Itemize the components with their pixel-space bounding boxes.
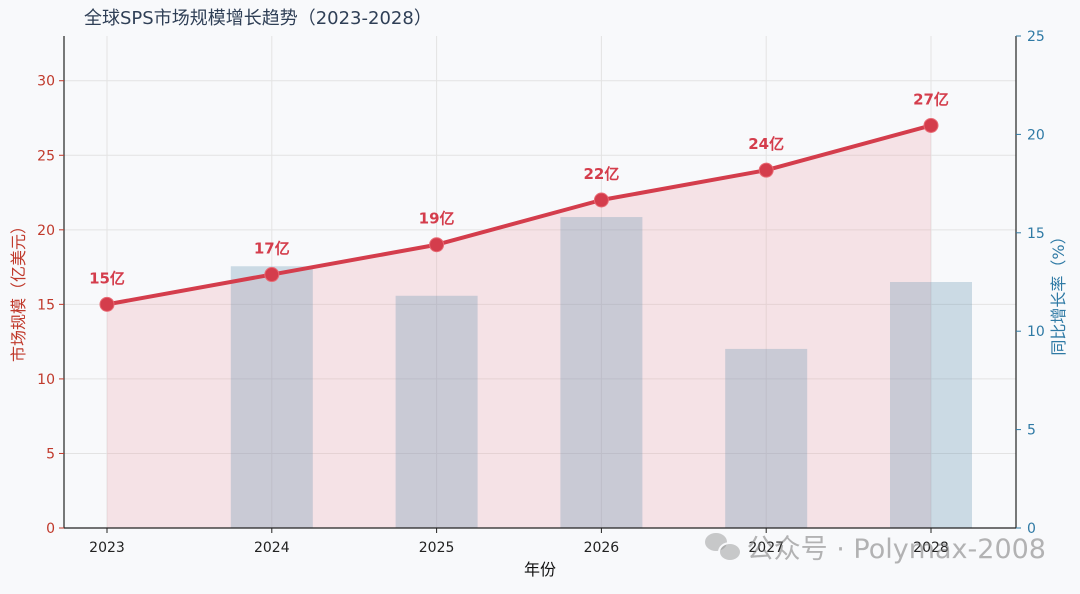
- point-2026: [593, 192, 609, 208]
- point-2023: [99, 296, 115, 312]
- tick-label-x: 2026: [584, 540, 620, 556]
- tick-label-x: 2023: [89, 540, 125, 556]
- tick-label-x: 2028: [913, 540, 949, 556]
- data-label-2023: 15亿: [89, 269, 125, 287]
- tick-label-left: 20: [37, 223, 55, 239]
- y-axis-label-left: 市场规模（亿美元）: [9, 218, 28, 362]
- tick-label-right: 0: [1027, 521, 1036, 537]
- tick-label-x: 2027: [748, 540, 784, 556]
- tick-label-right: 15: [1027, 226, 1045, 242]
- series-line: [106, 123, 932, 307]
- point-2028: [923, 117, 939, 133]
- tick-label-left: 5: [46, 446, 55, 462]
- tick-label-right: 20: [1027, 127, 1045, 143]
- area-fill: [107, 125, 931, 529]
- tick-label-left: 10: [37, 372, 55, 388]
- chart-title: 全球SPS市场规模增长趋势（2023-2028）: [84, 8, 432, 29]
- bar-2024: [230, 266, 313, 528]
- point-2025: [429, 237, 445, 253]
- wechat-icon: [704, 532, 742, 562]
- y-axis-label-right: 同比增长率（%）: [1049, 228, 1068, 355]
- tick-label-left: 25: [37, 148, 55, 164]
- tick-label-left: 15: [37, 297, 55, 313]
- point-2024: [264, 267, 280, 283]
- watermark-text: 公众号 · Polymax-2008: [746, 534, 1046, 565]
- data-label-2025: 19亿: [419, 210, 455, 228]
- tick-label-right: 5: [1027, 423, 1036, 439]
- data-label-2026: 22亿: [583, 165, 619, 183]
- tick-label-x: 2024: [254, 540, 290, 556]
- tick-label-x: 2025: [419, 540, 455, 556]
- bar-2026: [560, 217, 643, 528]
- data-label-2027: 24亿: [748, 135, 784, 153]
- watermark: 公众号 · Polymax-2008: [704, 527, 1046, 566]
- tick-label-left: 0: [46, 521, 55, 537]
- data-label-2024: 17亿: [254, 240, 290, 258]
- tick-label-left: 30: [37, 74, 55, 90]
- data-label-2028: 27亿: [913, 90, 949, 108]
- bar-2027: [725, 348, 808, 528]
- tick-label-right: 10: [1027, 324, 1045, 340]
- tick-label-right: 25: [1027, 29, 1045, 45]
- x-axis-label: 年份: [524, 560, 556, 579]
- bar-2028: [890, 282, 972, 528]
- bar-2025: [395, 295, 478, 528]
- point-2027: [758, 162, 774, 178]
